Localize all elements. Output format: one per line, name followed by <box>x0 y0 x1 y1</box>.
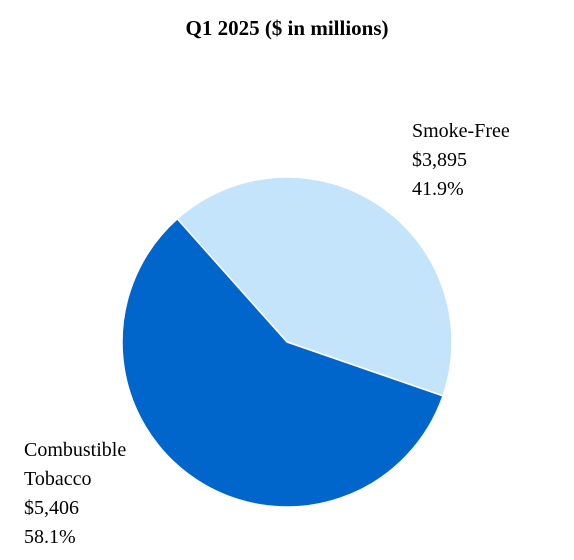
slice-label-combustible-tobacco: Combustible Tobacco $5,406 58.1% <box>24 436 126 552</box>
slice-value-smoke-free: $3,895 <box>412 149 467 171</box>
slice-percent-combustible-tobacco: 58.1% <box>24 526 76 548</box>
slice-name-smoke-free: Smoke-Free <box>412 120 510 142</box>
slice-value-combustible-tobacco: $5,406 <box>24 497 79 519</box>
pie-slice-combustible-tobacco <box>121 217 444 508</box>
slice-percent-smoke-free: 41.9% <box>412 178 464 200</box>
pie-slice-smoke-free <box>176 176 453 397</box>
slice-name-combustible-line1: Combustible <box>24 439 127 461</box>
slice-name-combustible-line2: Tobacco <box>24 468 92 490</box>
slice-label-smoke-free: Smoke-Free $3,895 41.9% <box>412 117 510 204</box>
chart-title: Q1 2025 ($ in millions) <box>185 16 389 40</box>
